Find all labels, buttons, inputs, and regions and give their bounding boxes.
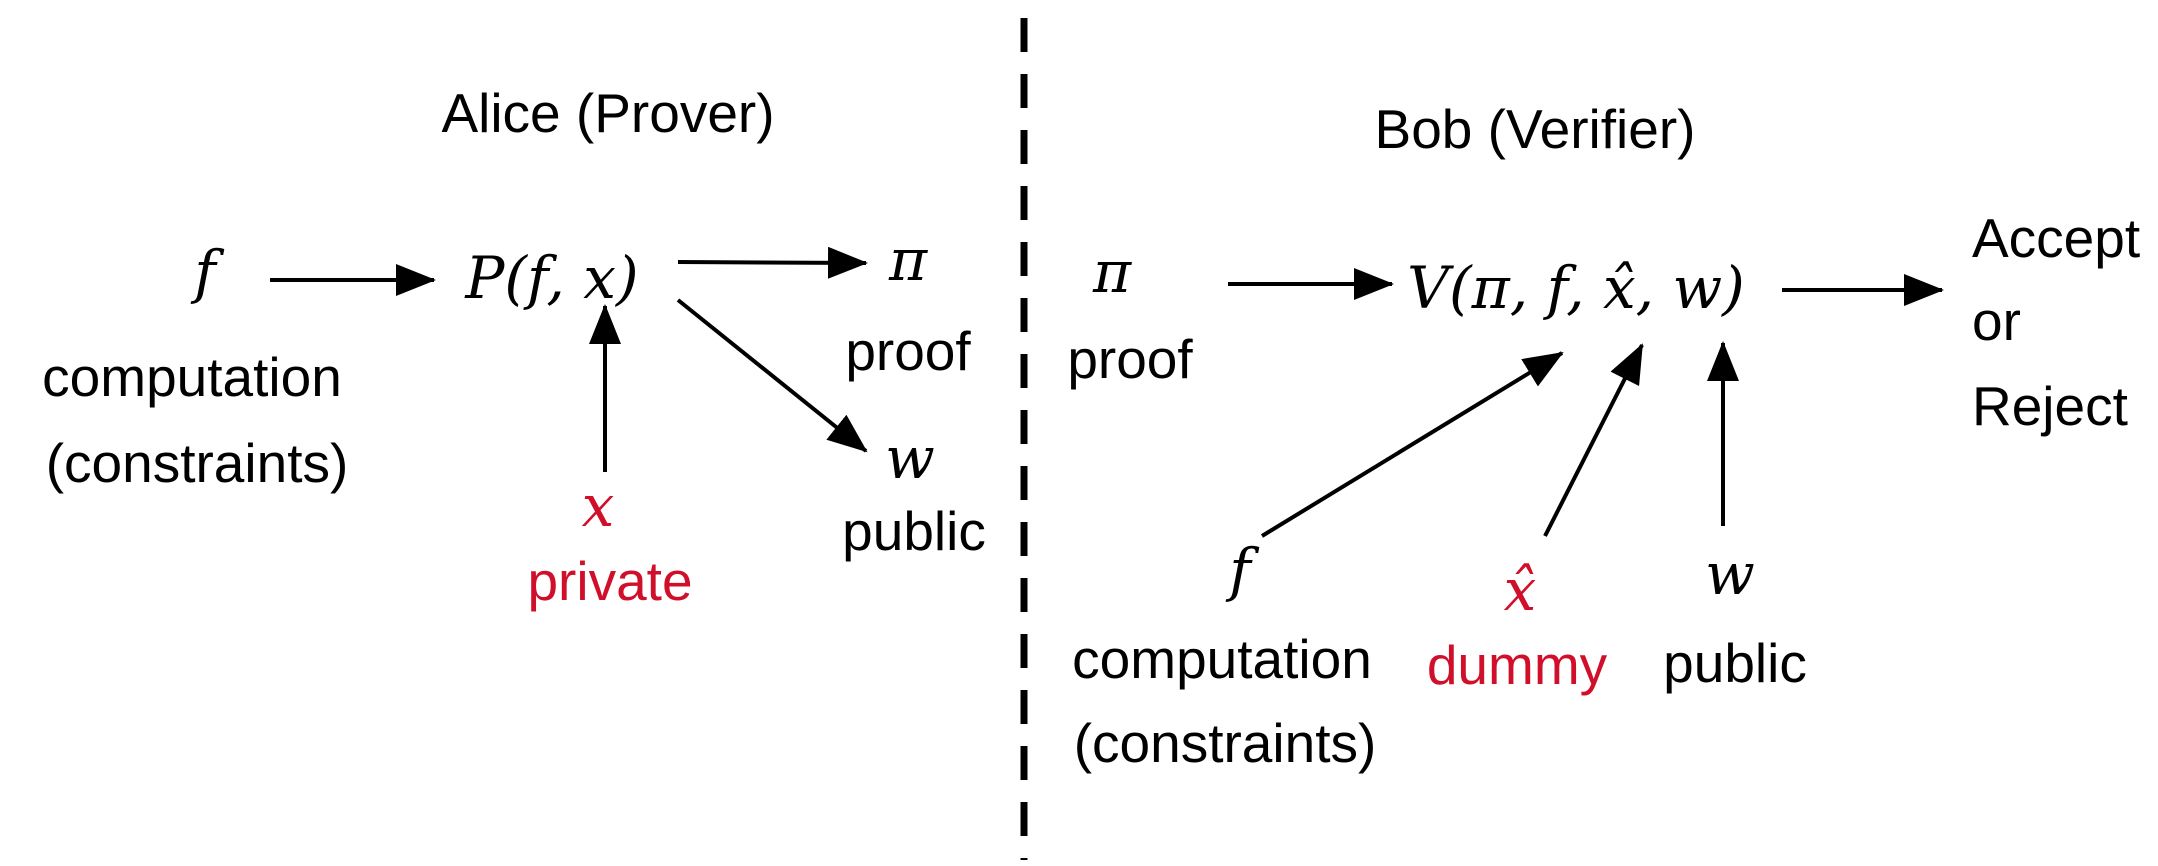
prover-title: Alice (Prover): [441, 82, 774, 144]
arrow-prover-to-pi: [677, 246, 868, 279]
verifier-pi-label: proof: [1067, 328, 1193, 390]
prover-f-symbol: f: [190, 238, 225, 306]
verifier-result-line3: Reject: [1972, 375, 2128, 437]
prover-f-label-line1: computation: [42, 346, 342, 408]
prover-x-symbol: x: [582, 472, 615, 540]
verifier-pi-symbol: π: [1092, 238, 1132, 306]
verifier-w-label: public: [1663, 632, 1807, 694]
verifier-result-line1: Accept: [1972, 207, 2140, 269]
arrow-xhat-to-verifier: [1543, 343, 1644, 537]
prover-pi-label: proof: [845, 320, 971, 382]
verifier-f-symbol: f: [1225, 536, 1260, 604]
verifier-xhat-label: dummy: [1427, 634, 1608, 696]
prover-function: P(f, x): [464, 244, 638, 312]
prover-w-symbol: w: [885, 424, 935, 492]
verifier-xhat-symbol: x̂: [1504, 556, 1537, 624]
verifier-w-symbol: w: [1705, 540, 1755, 608]
prover-w-label: public: [842, 500, 986, 562]
prover-pi-symbol: π: [888, 226, 928, 294]
verifier-title: Bob (Verifier): [1375, 98, 1696, 160]
prover-x-label: private: [527, 550, 692, 612]
verifier-function: V(π, f, x̂, w): [1407, 254, 1745, 322]
arrow-prover-to-w: [676, 298, 868, 453]
verifier-f-label-line1: computation: [1072, 628, 1372, 690]
arrow-f-to-verifier: [1260, 351, 1564, 538]
prover-f-label-line2: (constraints): [46, 432, 349, 494]
verifier-f-label-line2: (constraints): [1074, 712, 1377, 774]
verifier-result-line2: or: [1972, 290, 2021, 352]
